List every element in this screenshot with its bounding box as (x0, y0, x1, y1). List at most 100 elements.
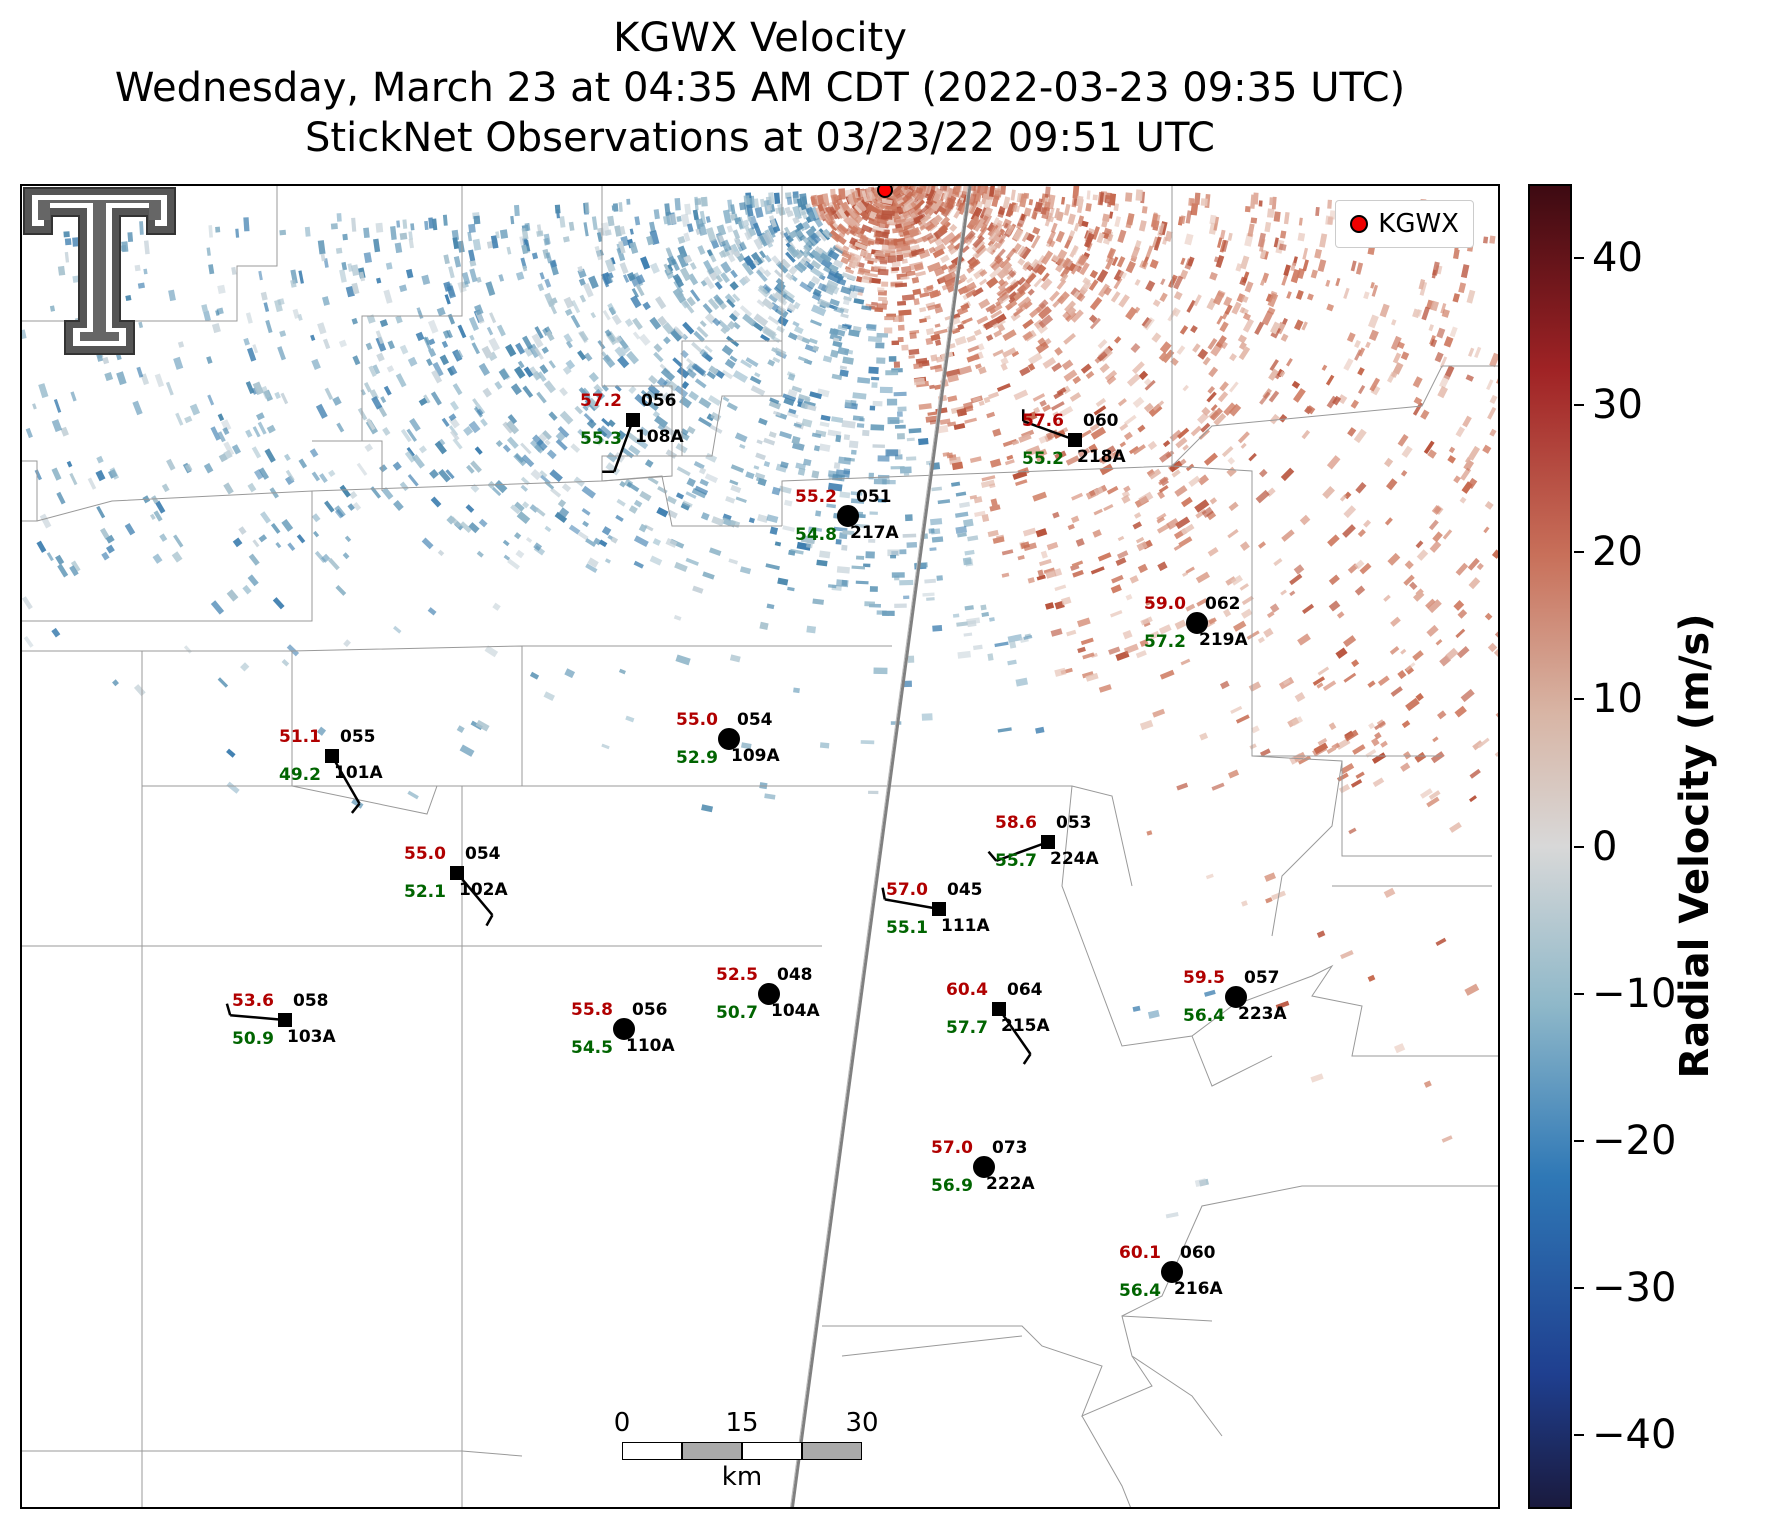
station-dewpoint: 56.4 (1119, 1281, 1161, 1301)
station-dewpoint: 56.9 (931, 1176, 973, 1196)
station-222A[interactable]: 57.0 073 56.9 222A (931, 1138, 1035, 1196)
station-dewpoint: 50.7 (716, 1003, 758, 1023)
station-dewpoint: 55.3 (580, 429, 622, 449)
wind-barb (884, 898, 940, 911)
scale-label-15: 15 (725, 1408, 759, 1438)
station-marker-icon (932, 902, 946, 916)
colorbar-tick (1574, 551, 1584, 554)
station-temperature: 51.1 (279, 727, 321, 747)
colorbar-tick (1574, 992, 1584, 995)
station-marker-icon (325, 749, 339, 763)
colorbar (1528, 184, 1572, 1509)
station-216A[interactable]: 60.1 060 56.4 216A (1119, 1243, 1223, 1301)
colorbar-tick-label: −10 (1592, 970, 1677, 1017)
station-104A[interactable]: 52.5 048 50.7 104A (716, 965, 820, 1023)
wind-barb-flag (881, 887, 887, 900)
colorbar-tick (1574, 1139, 1584, 1142)
station-id: 216A (1174, 1279, 1223, 1299)
station-224A[interactable]: 58.6 053 55.7 224A (987, 813, 1100, 871)
station-temperature: 55.0 (676, 710, 718, 730)
calm-wind-icon (758, 983, 780, 1005)
wind-barb-flag (1022, 1053, 1032, 1065)
station-id: 104A (771, 1001, 820, 1021)
station-temperature: 55.2 (795, 487, 837, 507)
station-111A[interactable]: 57.0 045 55.1 111A (881, 880, 991, 938)
station-pressure: 055 (340, 727, 376, 747)
radar-velocity-field (22, 186, 1498, 1219)
scale-bar: 0 15 30 km (614, 1408, 882, 1492)
wind-barb-flag (485, 914, 494, 927)
station-id: 219A (1199, 630, 1248, 650)
calm-wind-icon (973, 1156, 995, 1178)
station-id: 111A (941, 916, 990, 936)
wind-barb (1022, 420, 1076, 442)
station-temperature: 60.1 (1119, 1243, 1161, 1263)
station-dewpoint: 52.1 (404, 882, 446, 902)
station-dewpoint: 49.2 (279, 765, 321, 785)
chart-subtitle: Wednesday, March 23 at 04:35 AM CDT (202… (114, 65, 1406, 111)
calm-wind-icon (1225, 986, 1247, 1008)
scale-label-0: 0 (613, 1408, 631, 1438)
station-id: 103A (287, 1027, 336, 1047)
wind-barb (613, 419, 635, 473)
colorbar-title: Radial Velocity (m/s) (1672, 613, 1718, 1079)
legend-label: KGWX (1378, 209, 1459, 239)
station-103A[interactable]: 53.6 058 50.9 103A (225, 991, 337, 1049)
station-dewpoint: 55.7 (995, 851, 1037, 871)
chart-title: KGWX Velocity (613, 15, 907, 61)
wind-barb (456, 872, 494, 916)
station-pressure: 054 (737, 710, 773, 730)
station-101A[interactable]: 51.1 055 49.2 101A (279, 727, 383, 814)
station-pressure: 051 (856, 487, 892, 507)
radar-map[interactable]: 57.2 056 55.3 108A 57.6 060 55.2 218A 55.2 051 54.… (20, 184, 1500, 1509)
station-marker-icon (1068, 433, 1082, 447)
colorbar-tick-label: 40 (1592, 234, 1643, 281)
station-dewpoint: 55.2 (1022, 449, 1064, 469)
station-pressure: 045 (947, 880, 983, 900)
station-108A[interactable]: 57.2 056 55.3 108A (580, 391, 684, 474)
station-pressure: 058 (293, 991, 329, 1011)
station-temperature: 58.6 (995, 813, 1037, 833)
station-dewpoint: 56.4 (1183, 1006, 1225, 1026)
wind-barb-flag (225, 1003, 232, 1016)
colorbar-tick (1574, 403, 1584, 406)
station-102A[interactable]: 55.0 054 52.1 102A (404, 844, 508, 927)
station-109A[interactable]: 55.0 054 52.9 109A (676, 710, 780, 768)
station-223A[interactable]: 59.5 057 56.4 223A (1183, 968, 1287, 1026)
station-dewpoint: 54.8 (795, 525, 837, 545)
obs-time-title: StickNet Observations at 03/23/22 09:51 … (305, 115, 1215, 161)
station-215A[interactable]: 60.4 064 57.7 215A (946, 980, 1050, 1065)
calm-wind-icon (613, 1018, 635, 1040)
legend: KGWX (1335, 200, 1474, 248)
station-pressure: 056 (632, 1000, 668, 1020)
station-marker-icon (992, 1002, 1006, 1016)
station-pressure: 073 (992, 1138, 1028, 1158)
station-temperature: 55.8 (571, 1000, 613, 1020)
station-dewpoint: 52.9 (676, 748, 718, 768)
colorbar-tick-label: −30 (1592, 1265, 1677, 1312)
station-217A[interactable]: 55.2 051 54.8 217A (795, 487, 899, 545)
station-219A[interactable]: 59.0 062 57.2 219A (1144, 594, 1248, 652)
station-dewpoint: 57.2 (1144, 632, 1186, 652)
station-pressure: 048 (777, 965, 813, 985)
calm-wind-icon (718, 728, 740, 750)
station-pressure: 060 (1083, 411, 1119, 431)
scale-segment (682, 1442, 742, 1460)
colorbar-tick (1574, 1287, 1584, 1290)
station-id: 109A (731, 746, 780, 766)
stations-layer: 57.2 056 55.3 108A 57.6 060 55.2 218A 55.2 051 54.… (225, 391, 1287, 1301)
station-temperature: 55.0 (404, 844, 446, 864)
colorbar-tick (1574, 1434, 1584, 1437)
station-dewpoint: 57.7 (946, 1018, 988, 1038)
station-pressure: 053 (1056, 813, 1092, 833)
calm-wind-icon (1161, 1261, 1183, 1283)
station-pressure: 062 (1205, 594, 1241, 614)
station-110A[interactable]: 55.8 056 54.5 110A (571, 1000, 675, 1058)
station-id: 215A (1001, 1016, 1050, 1036)
station-temperature: 57.0 (886, 880, 928, 900)
scale-label-30: 30 (845, 1408, 879, 1438)
station-id: 102A (459, 880, 508, 900)
station-temperature: 57.2 (580, 391, 622, 411)
station-218A[interactable]: 57.6 060 55.2 218A (1021, 409, 1126, 469)
station-temperature: 57.6 (1022, 411, 1064, 431)
